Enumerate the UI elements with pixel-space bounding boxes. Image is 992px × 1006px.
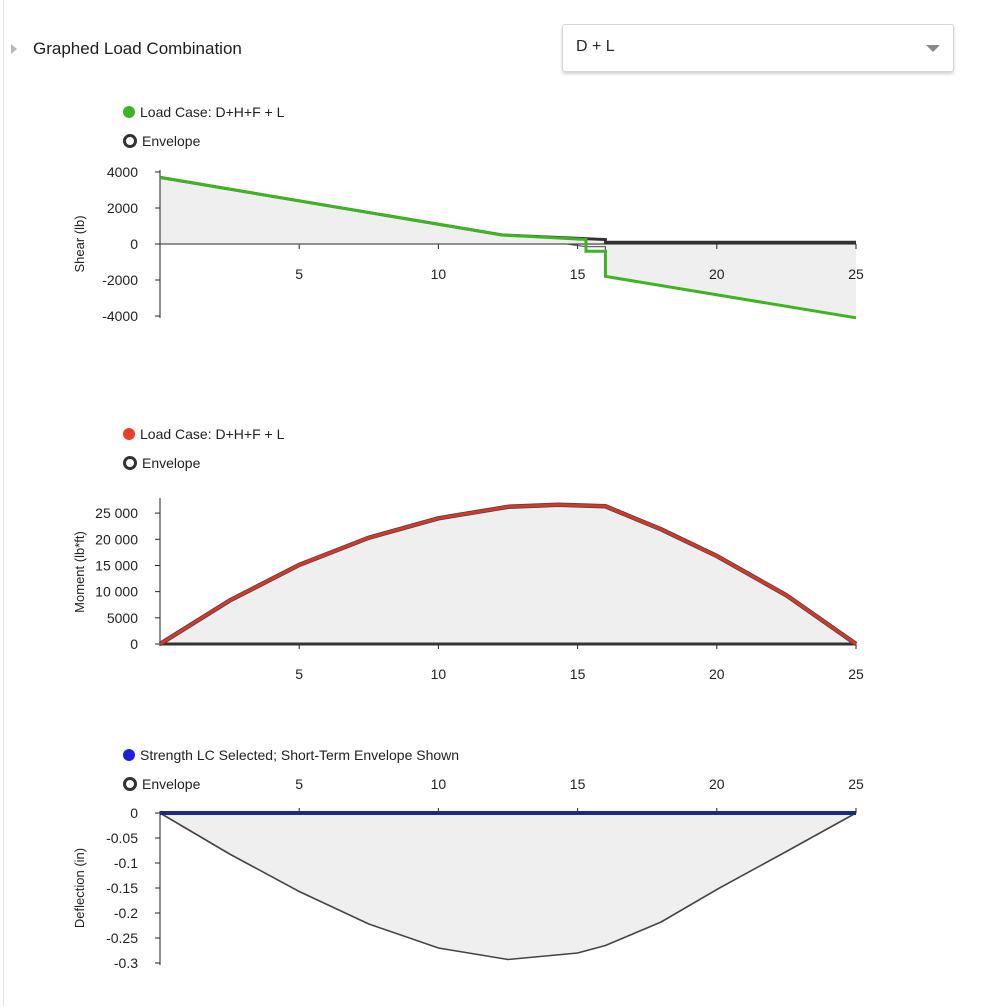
legend-dot-icon — [123, 106, 135, 118]
legend-strength[interactable]: Strength LC Selected; Short-Term Envelop… — [123, 745, 459, 765]
moment-plot: 25 000 20 000 15 000 10 000 5000 0 Moment (lb*… — [72, 498, 864, 682]
moment-chart: Load Case: D+H+F + L Envelope 25 000 20 0… — [0, 422, 992, 702]
y-tick-label: 0 — [130, 805, 138, 821]
x-tick-label: 20 — [709, 266, 725, 282]
x-tick-label: 10 — [431, 666, 447, 682]
x-tick-label: 15 — [570, 266, 586, 282]
legend-label: Envelope — [142, 455, 201, 471]
x-tick-label: 5 — [295, 666, 303, 682]
shear-plot: 4000 2000 0 -2000 -4000 Shear (lb) 5 10 15 20 25 — [72, 164, 864, 324]
y-tick-label: -4000 — [102, 308, 138, 324]
legend-label: Envelope — [142, 133, 201, 149]
y-axis-title: Moment (lb*ft) — [72, 531, 87, 613]
legend-label: Envelope — [142, 776, 201, 792]
x-tick-label: 15 — [570, 776, 586, 792]
load-combination-select[interactable]: D + L — [562, 24, 954, 72]
deflection-plot: 0 -0.05 -0.1 -0.15 -0.2 -0.25 -0.3 Deflection (… — [72, 776, 864, 971]
x-tick-label: 25 — [848, 776, 864, 792]
legend-load-case[interactable]: Load Case: D+H+F + L — [123, 102, 284, 122]
y-tick-label: 5000 — [107, 610, 138, 626]
y-tick-label: -0.1 — [114, 855, 138, 871]
y-tick-label: 0 — [130, 636, 138, 652]
x-tick-label: 5 — [295, 266, 303, 282]
x-tick-label: 10 — [431, 266, 447, 282]
legend-envelope[interactable]: Envelope — [123, 453, 200, 473]
envelope-fill — [160, 813, 856, 960]
x-tick-label: 25 — [848, 266, 864, 282]
x-tick-label: 20 — [709, 776, 725, 792]
legend-ring-icon — [123, 134, 137, 148]
y-tick-label: 10 000 — [95, 584, 138, 600]
load-combination-value: D + L — [576, 38, 615, 55]
legend-envelope[interactable]: Envelope — [123, 131, 200, 151]
legend-ring-icon — [123, 456, 137, 470]
x-tick-label: 25 — [848, 666, 864, 682]
y-axis-title: Shear (lb) — [72, 215, 87, 272]
legend-label: Load Case: D+H+F + L — [140, 104, 285, 120]
legend-ring-icon — [123, 777, 137, 791]
x-tick-label: 20 — [709, 666, 725, 682]
graphed-load-combination-title: Graphed Load Combination — [33, 39, 242, 58]
y-tick-label: 0 — [130, 236, 138, 252]
y-tick-label: -2000 — [102, 272, 138, 288]
legend-dot-icon — [123, 428, 135, 440]
legend-envelope[interactable]: Envelope — [123, 774, 200, 794]
load-case-line — [159, 503, 857, 646]
y-axis-title: Deflection (in) — [72, 848, 87, 928]
x-tick-label: 10 — [431, 776, 447, 792]
y-tick-label: -0.15 — [106, 880, 138, 896]
y-tick-label: -0.2 — [114, 905, 138, 921]
legend-dot-icon — [123, 749, 135, 761]
x-tick-label: 15 — [570, 666, 586, 682]
y-tick-label: -0.05 — [106, 830, 138, 846]
panel-left-border — [3, 0, 4, 1006]
shear-chart: Load Case: D+H+F + L Envelope 4000 2000 0 -… — [0, 100, 992, 420]
envelope-line — [159, 812, 857, 961]
y-tick-label: 25 000 — [95, 505, 138, 521]
y-tick-label: 20 000 — [95, 531, 138, 547]
header: Graphed Load Combination D + L — [0, 0, 992, 100]
y-tick-label: -0.25 — [106, 930, 138, 946]
legend-label: Load Case: D+H+F + L — [140, 426, 285, 442]
y-tick-label: 2000 — [107, 200, 138, 216]
envelope-fill — [160, 177, 856, 318]
y-tick-label: 15 000 — [95, 557, 138, 573]
legend-load-case[interactable]: Load Case: D+H+F + L — [123, 424, 284, 444]
chevron-down-icon — [926, 45, 940, 52]
y-tick-label: -0.3 — [114, 955, 138, 971]
x-tick-label: 5 — [295, 776, 303, 792]
deflection-chart: Strength LC Selected; Short-Term Envelop… — [0, 743, 992, 1006]
y-tick-label: 4000 — [107, 164, 138, 180]
load-case-line — [159, 175, 857, 320]
expand-triangle-icon[interactable] — [11, 44, 17, 54]
legend-label: Strength LC Selected; Short-Term Envelop… — [140, 747, 460, 763]
